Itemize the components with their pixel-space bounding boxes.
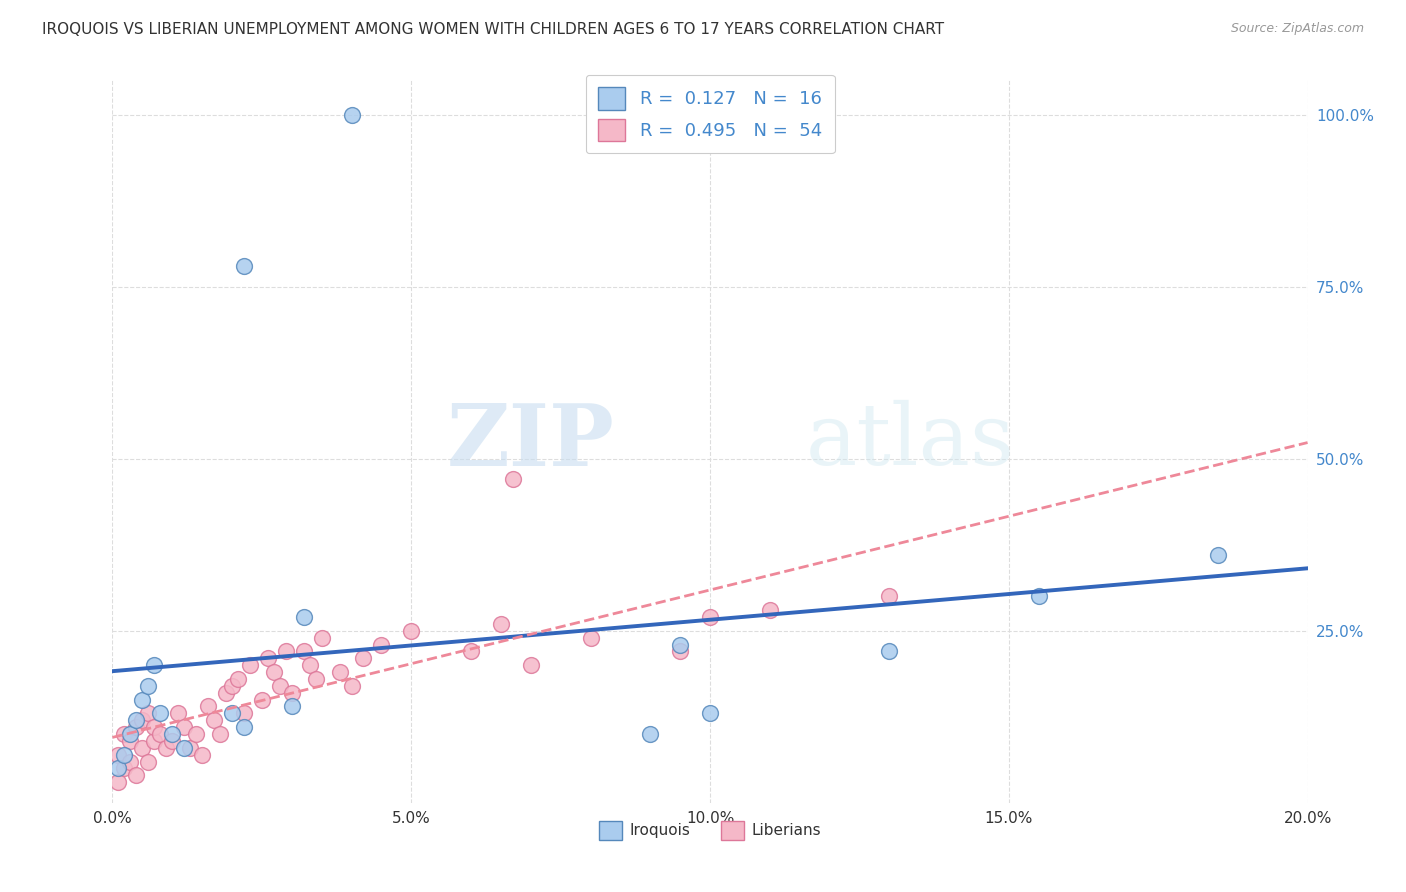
Point bbox=[167, 706, 190, 721]
Point bbox=[221, 706, 243, 721]
Point bbox=[226, 672, 249, 686]
Point bbox=[107, 775, 129, 789]
Point bbox=[179, 740, 201, 755]
Point bbox=[263, 665, 285, 679]
Point bbox=[311, 631, 333, 645]
Point bbox=[269, 679, 291, 693]
Point bbox=[879, 644, 901, 658]
Point bbox=[197, 699, 219, 714]
Point bbox=[340, 108, 363, 122]
Point bbox=[209, 727, 232, 741]
Point bbox=[215, 686, 238, 700]
Point bbox=[221, 679, 243, 693]
Point bbox=[298, 658, 321, 673]
Point bbox=[520, 658, 543, 673]
Point bbox=[125, 768, 148, 782]
Point bbox=[162, 734, 183, 748]
Point bbox=[155, 740, 177, 755]
Text: atlas: atlas bbox=[806, 400, 1015, 483]
Point bbox=[173, 740, 195, 755]
Point bbox=[699, 706, 721, 721]
Point bbox=[281, 686, 304, 700]
Point bbox=[274, 644, 297, 658]
Point bbox=[143, 720, 166, 734]
Point bbox=[292, 610, 315, 624]
Point bbox=[370, 638, 392, 652]
Point bbox=[120, 727, 142, 741]
Point bbox=[579, 631, 602, 645]
Point bbox=[502, 472, 524, 486]
Point bbox=[239, 658, 262, 673]
Point bbox=[114, 747, 135, 762]
Point bbox=[162, 727, 183, 741]
Point bbox=[138, 706, 160, 721]
Point bbox=[669, 644, 692, 658]
Point bbox=[879, 590, 901, 604]
Point bbox=[759, 603, 782, 617]
Point bbox=[233, 720, 256, 734]
Text: ZIP: ZIP bbox=[447, 400, 614, 483]
Point bbox=[257, 651, 280, 665]
Point bbox=[120, 734, 142, 748]
Point bbox=[114, 727, 135, 741]
Point bbox=[233, 259, 256, 273]
Point bbox=[292, 644, 315, 658]
Point bbox=[107, 761, 129, 775]
Point bbox=[173, 720, 195, 734]
Point bbox=[340, 679, 363, 693]
Point bbox=[699, 610, 721, 624]
Point bbox=[114, 761, 135, 775]
Point bbox=[353, 651, 375, 665]
Point bbox=[107, 747, 129, 762]
Point bbox=[250, 692, 273, 706]
Point bbox=[143, 734, 166, 748]
Point bbox=[669, 638, 692, 652]
Point bbox=[460, 644, 482, 658]
Point bbox=[131, 740, 153, 755]
Point bbox=[131, 692, 153, 706]
Point bbox=[305, 672, 328, 686]
Point bbox=[233, 706, 256, 721]
Point bbox=[138, 679, 160, 693]
Point bbox=[1028, 590, 1050, 604]
Point bbox=[149, 727, 172, 741]
Point bbox=[640, 727, 662, 741]
Point bbox=[202, 713, 225, 727]
Point bbox=[281, 699, 304, 714]
Point bbox=[138, 755, 160, 769]
Text: IROQUOIS VS LIBERIAN UNEMPLOYMENT AMONG WOMEN WITH CHILDREN AGES 6 TO 17 YEARS C: IROQUOIS VS LIBERIAN UNEMPLOYMENT AMONG … bbox=[42, 22, 945, 37]
Point bbox=[125, 720, 148, 734]
Point bbox=[186, 727, 208, 741]
Point bbox=[120, 755, 142, 769]
Point bbox=[143, 658, 166, 673]
Point bbox=[489, 616, 512, 631]
Point bbox=[1206, 548, 1229, 562]
Point bbox=[131, 713, 153, 727]
Point bbox=[329, 665, 352, 679]
Text: Source: ZipAtlas.com: Source: ZipAtlas.com bbox=[1230, 22, 1364, 36]
Point bbox=[401, 624, 423, 638]
Point bbox=[191, 747, 214, 762]
Legend: Iroquois, Liberians: Iroquois, Liberians bbox=[593, 815, 827, 846]
Point bbox=[149, 706, 172, 721]
Point bbox=[125, 713, 148, 727]
